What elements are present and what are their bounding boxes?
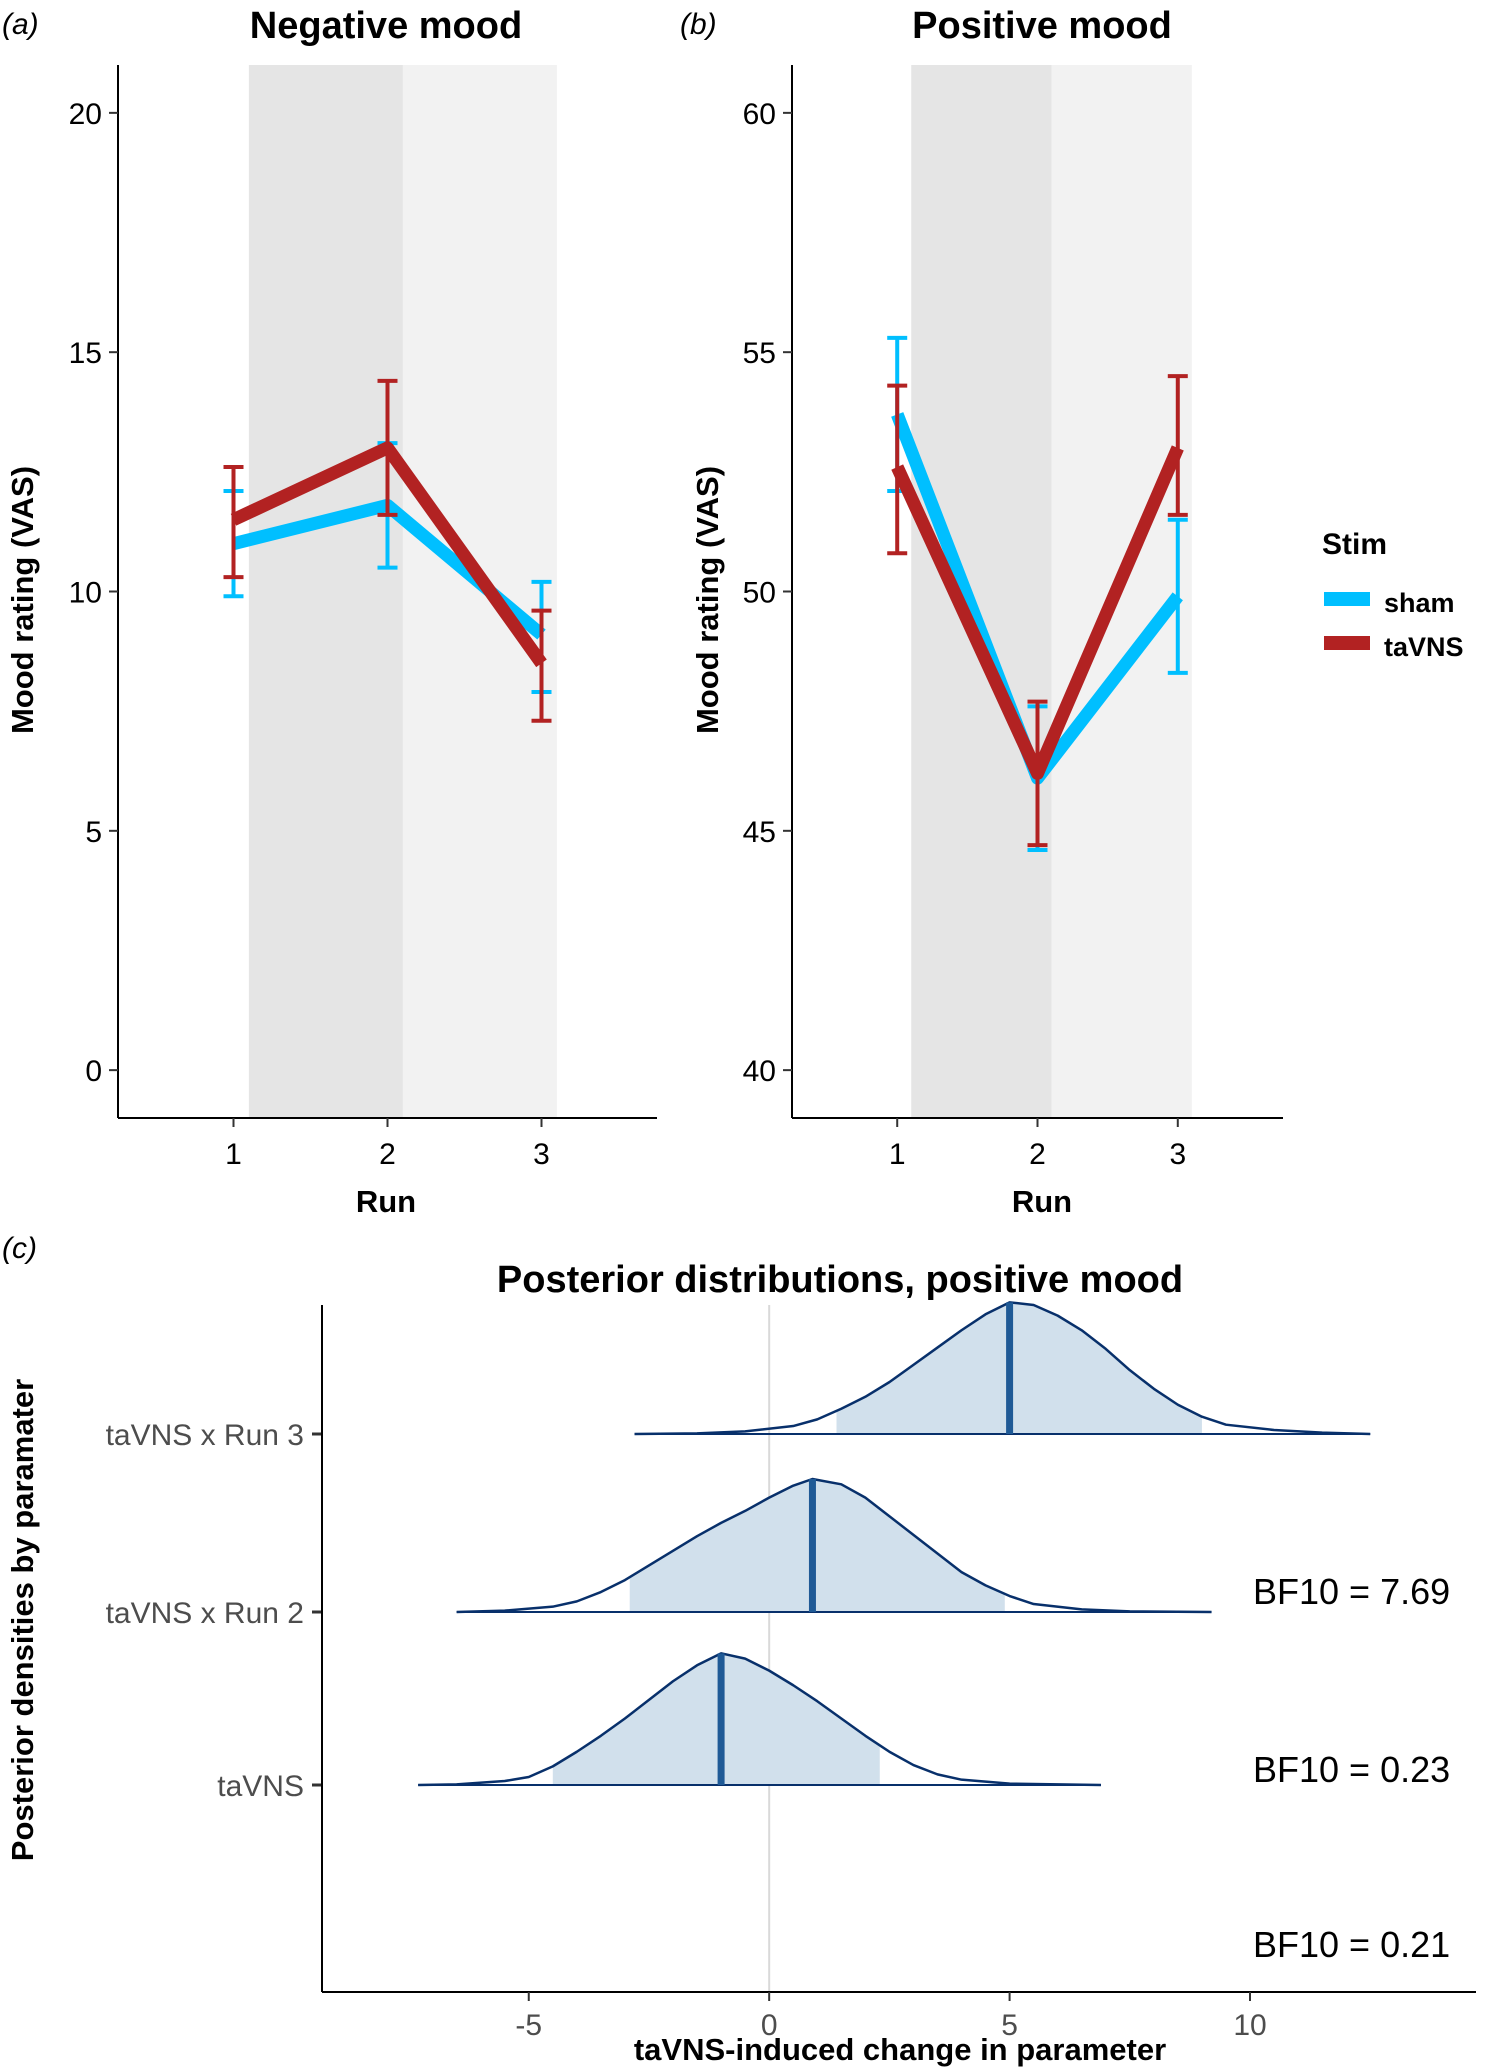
panel-c-letter: (c) <box>2 1232 37 1265</box>
panel-a-y-tick-label: 15 <box>69 337 102 370</box>
ridge-interval-area <box>836 1302 1202 1434</box>
panel-a-errorbar-tavns <box>377 378 398 517</box>
panel-c-x-tick-label: 10 <box>1233 2009 1266 2042</box>
panel-b-y-tick-label: 50 <box>743 577 776 610</box>
legend-label-sham: sham <box>1384 588 1455 618</box>
panel-c-bf-annotation: BF10 = 0.21 <box>1253 1924 1450 1965</box>
ridge-tavns-x-run-3 <box>634 1301 1371 1436</box>
panel-c-x-axis-title: taVNS-induced change in parameter <box>634 2032 1166 2067</box>
panel-c-title: Posterior distributions, positive mood <box>497 1259 1183 1301</box>
ridge-tavns <box>418 1652 1101 1787</box>
panel-b-x-tick-label: 1 <box>889 1138 906 1171</box>
panel-a-x-tick-label: 3 <box>533 1138 550 1171</box>
panel-a-y-axis-title: Mood rating (VAS) <box>5 466 40 734</box>
panel-b-errorbar-tavns <box>1167 374 1188 517</box>
panel-a-x-tick-label: 2 <box>379 1138 396 1171</box>
panel-c-y-tick-label: taVNS x Run 3 <box>106 1419 304 1452</box>
panel-b: (b) Positive mood 40 45 50 55 60 1 2 3 Run Mood… <box>680 5 1283 1219</box>
panel-a-title: Negative mood <box>250 5 522 47</box>
ridge-interval-area <box>629 1479 1005 1612</box>
panel-a-shade-band <box>402 65 557 1118</box>
panel-b-y-tick-label: 40 <box>743 1055 776 1088</box>
panel-c: (c) Posterior distributions, positive mo… <box>2 1232 1476 2067</box>
panel-a-y-tick-label: 20 <box>69 98 102 131</box>
panel-b-errorbar-tavns <box>1027 699 1048 848</box>
ridge-interval-area <box>552 1653 880 1785</box>
panel-a-x-tick-label: 1 <box>225 1138 242 1171</box>
legend-swatch-sham <box>1324 592 1370 606</box>
panel-b-x-tick-label: 3 <box>1169 1138 1186 1171</box>
panel-c-x-tick-label: 5 <box>1001 2009 1018 2042</box>
panel-c-y-axis-title: Posterior densities by paramater <box>5 1379 40 1861</box>
legend-label-tavns: taVNS <box>1384 632 1464 662</box>
ridge-density-curve <box>418 1652 1101 1787</box>
panel-c-y-tick-label: taVNS <box>217 1770 304 1803</box>
panel-b-title: Positive mood <box>912 5 1172 47</box>
panel-a-letter: (a) <box>2 8 39 41</box>
panel-b-x-axis-title: Run <box>1012 1184 1072 1219</box>
panel-a: (a) Negative mood 0 5 10 15 20 1 2 3 Run Mood r… <box>2 5 657 1219</box>
panel-a-errorbar-tavns <box>223 465 244 580</box>
ridge-density-curve <box>456 1477 1212 1614</box>
legend: Stim sham taVNS <box>1322 528 1464 662</box>
panel-c-x-tick-label: 0 <box>761 2009 778 2042</box>
panel-b-shade-band <box>911 65 1052 1118</box>
panel-b-y-tick-label: 60 <box>743 98 776 131</box>
panel-b-y-tick-label: 55 <box>743 337 776 370</box>
panel-c-y-tick-label: taVNS x Run 2 <box>106 1597 304 1630</box>
panel-a-y-tick-label: 5 <box>85 816 102 849</box>
panel-a-x-axis-title: Run <box>356 1184 416 1219</box>
panel-a-y-tick-label: 0 <box>85 1055 102 1088</box>
legend-swatch-tavns <box>1324 636 1370 650</box>
panel-a-errorbar-tavns <box>531 608 552 723</box>
panel-c-x-tick-label: -5 <box>515 2009 542 2042</box>
panel-c-bf-annotation: BF10 = 0.23 <box>1253 1749 1450 1790</box>
panel-c-bf-annotation: BF10 = 7.69 <box>1253 1571 1450 1612</box>
panel-a-y-tick-label: 10 <box>69 577 102 610</box>
panel-b-x-tick-label: 2 <box>1029 1138 1046 1171</box>
panel-b-y-axis-title: Mood rating (VAS) <box>690 466 725 734</box>
legend-title: Stim <box>1322 528 1387 561</box>
panel-a-plot-area: 0 5 10 15 20 1 2 3 <box>69 65 657 1171</box>
panel-a-shade-band <box>248 65 403 1118</box>
panel-b-errorbar-tavns <box>887 383 908 556</box>
panel-b-letter: (b) <box>680 8 717 41</box>
panel-c-plot-area: taVNS taVNS x Run 2 taVNS x Run 3 BF10 = 0.… <box>106 1301 1476 2042</box>
panel-b-y-tick-label: 45 <box>743 816 776 849</box>
ridge-tavns-x-run-2 <box>456 1477 1212 1614</box>
panel-b-errorbar-sham <box>1167 517 1188 675</box>
panel-b-plot-area: 40 45 50 55 60 1 2 3 <box>743 65 1283 1171</box>
